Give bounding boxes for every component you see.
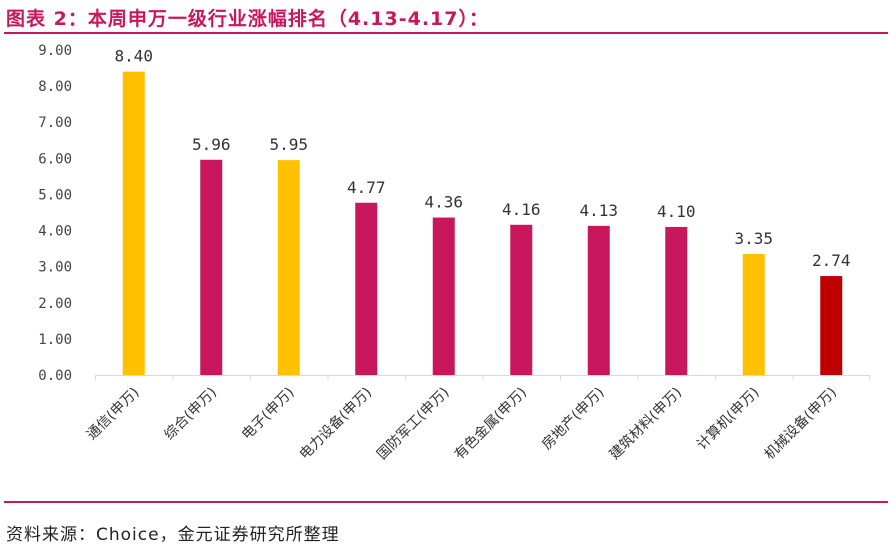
y-tick-label: 7.00 [38, 115, 72, 131]
footer-divider [4, 501, 888, 503]
bar [122, 71, 145, 376]
data-label: 4.36 [424, 193, 463, 212]
y-tick-label: 4.00 [38, 224, 72, 240]
bar [820, 276, 843, 375]
bar [510, 224, 533, 375]
data-label: 4.10 [657, 202, 696, 221]
x-category-label: 计算机(申万) [694, 385, 763, 454]
data-label: 5.96 [192, 135, 231, 154]
x-axis: 通信(申万) 综合(申万) 电子(申万) 电力设备(申万) 国防军工(申万) 有色金属(申… [84, 375, 870, 463]
data-label: 8.40 [114, 47, 153, 66]
page-title: 图表 2：本周申万一级行业涨幅排名（4.13-4.17）： [6, 8, 489, 30]
data-labels: 8.40 5.96 5.95 4.77 4.36 4.16 4.13 4.10 3.35 2.74 [114, 47, 850, 270]
x-category-label: 通信(申万) [84, 385, 143, 444]
bar [200, 159, 223, 375]
x-category-label: 电力设备(申万) [296, 384, 375, 463]
y-tick-label: 2.00 [38, 296, 72, 312]
y-tick-label: 9.00 [38, 43, 72, 59]
y-tick-label: 1.00 [38, 332, 72, 348]
bar [587, 225, 610, 375]
y-tick-label: 5.00 [38, 187, 72, 203]
data-label: 4.77 [347, 178, 386, 197]
y-tick-label: 0.00 [38, 368, 72, 384]
x-category-label: 国防军工(申万) [374, 385, 452, 463]
data-label: 3.35 [734, 229, 773, 248]
data-label: 2.74 [812, 251, 851, 270]
bar [355, 202, 378, 375]
x-category-label: 电子(申万) [239, 385, 298, 444]
y-tick-label: 3.00 [38, 260, 72, 276]
y-tick-label: 6.00 [38, 151, 72, 167]
data-label: 4.16 [502, 200, 541, 219]
y-tick-label: 8.00 [38, 79, 72, 95]
data-label: 5.95 [269, 135, 308, 154]
x-category-label: 有色金属(申万) [451, 384, 530, 463]
x-category-label: 机械设备(申万) [761, 384, 840, 463]
x-category-label: 建筑材料(申万) [607, 385, 685, 463]
x-category-label: 综合(申万) [161, 385, 220, 444]
bars [122, 71, 843, 376]
bar [742, 254, 765, 375]
bar [665, 226, 688, 375]
source-note: 资料来源：Choice，金元证券研究所整理 [6, 525, 340, 545]
bar-chart: 0.00 1.00 2.00 3.00 4.00 5.00 6.00 7.00 8.00 9.00… [38, 43, 870, 463]
bar [432, 217, 455, 375]
bar [277, 160, 300, 375]
title-divider [4, 32, 888, 34]
x-category-label: 房地产(申万) [539, 385, 608, 454]
data-label: 4.13 [579, 201, 618, 220]
y-axis: 0.00 1.00 2.00 3.00 4.00 5.00 6.00 7.00 8.00 9.00 [38, 43, 72, 384]
